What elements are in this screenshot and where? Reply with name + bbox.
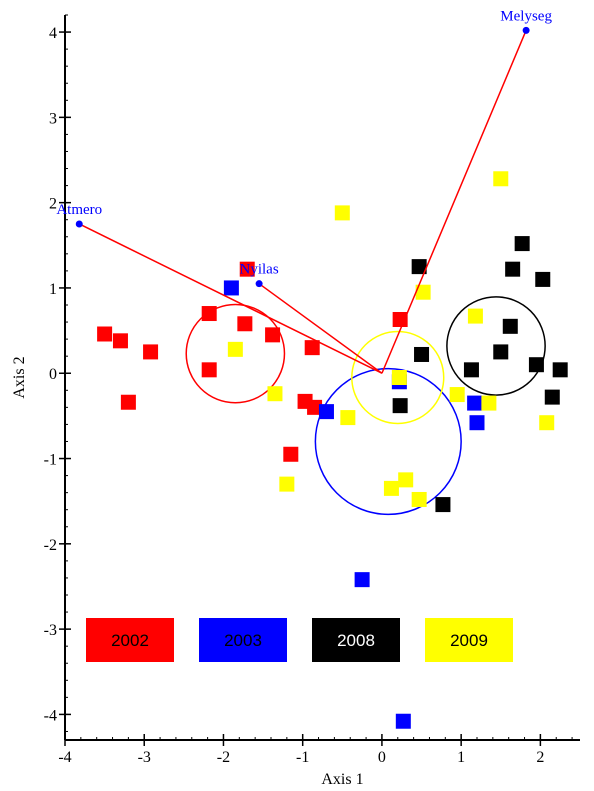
point-2009 [493, 171, 509, 187]
point-2008 [435, 497, 451, 513]
vector-line [381, 30, 527, 374]
group-circle-2002 [185, 303, 286, 404]
point-2003 [395, 713, 411, 729]
point-2002 [112, 333, 128, 349]
x-tick-label: 1 [457, 749, 465, 766]
point-2002 [120, 394, 136, 410]
y-tick-label: -2 [44, 537, 57, 554]
group-circle-2009 [351, 330, 445, 425]
x-tick-label: -2 [217, 749, 230, 766]
point-2008 [502, 318, 518, 334]
legend-box-2009 [425, 618, 513, 662]
point-2002 [265, 327, 281, 343]
vector-label: Melyseg [500, 8, 552, 24]
vector-tip [522, 26, 530, 34]
point-2009 [467, 308, 483, 324]
y-tick-label: 4 [49, 25, 57, 42]
point-2008 [414, 346, 430, 362]
point-2009 [383, 480, 399, 496]
point-2009 [398, 472, 414, 488]
vector-line [78, 223, 383, 374]
group-circle-2008 [446, 296, 546, 396]
point-2008 [514, 236, 530, 252]
point-2009 [539, 415, 555, 431]
point-2002 [201, 306, 217, 322]
point-2003 [467, 395, 483, 411]
point-2008 [528, 357, 544, 373]
point-2002 [237, 316, 253, 332]
point-2008 [552, 362, 568, 378]
point-2008 [505, 261, 521, 277]
point-2009 [449, 387, 465, 403]
legend-label-2002: 2002 [111, 631, 149, 650]
point-2009 [411, 491, 427, 507]
vectors: Atmero Nyilas Melyseg [56, 8, 552, 374]
legend: 2002 2003 2008 2009 [86, 618, 513, 662]
point-2002 [283, 446, 299, 462]
point-2008 [535, 271, 551, 287]
point-2008 [392, 398, 408, 414]
point-2002 [97, 326, 113, 342]
y-tick-label: 3 [49, 110, 57, 127]
data-points [97, 171, 568, 729]
point-2009 [391, 370, 407, 385]
x-tick-label: 2 [536, 749, 544, 766]
y-tick-label: 1 [49, 281, 57, 298]
point-2009 [279, 476, 295, 492]
x-tick-label: -1 [296, 749, 309, 766]
vector-label: Atmero [56, 202, 102, 218]
vector-tip [75, 220, 83, 228]
point-2002 [304, 340, 320, 356]
point-2008 [493, 344, 509, 360]
y-tick-label: 2 [49, 196, 57, 213]
point-2002 [143, 344, 159, 360]
y-tick-label: 0 [49, 366, 57, 383]
point-2002 [392, 312, 408, 327]
point-2008 [544, 389, 560, 405]
point-2008 [411, 259, 427, 275]
point-2009 [481, 395, 497, 411]
group-circles [185, 296, 546, 516]
y-tick-label: -4 [44, 707, 57, 724]
x-tick-label: -4 [58, 749, 71, 766]
point-2002 [239, 261, 255, 277]
legend-label-2008: 2008 [337, 631, 375, 650]
axes: -4 -3 -2 -1 0 1 2 3 4 -4 -3 -2 -1 0 1 2 Axis 1 Axis 2 [11, 14, 580, 788]
point-2009 [340, 410, 356, 426]
x-tick-label: 0 [378, 749, 386, 766]
point-2009 [334, 205, 350, 221]
y-tick-label: -1 [44, 452, 57, 469]
point-2003 [469, 415, 485, 431]
point-2009 [267, 386, 283, 402]
x-tick-label: -3 [138, 749, 151, 766]
x-axis-title: Axis 1 [321, 771, 363, 788]
point-2003 [223, 280, 239, 296]
point-2003 [354, 572, 370, 588]
point-2009 [227, 341, 243, 357]
group-circle-2003 [314, 367, 462, 516]
point-2002 [307, 399, 323, 415]
y-tick-label: -3 [44, 622, 57, 639]
legend-box-2008 [312, 618, 400, 662]
point-2003 [318, 404, 334, 420]
point-2008 [463, 362, 479, 378]
legend-box-2002 [86, 618, 174, 662]
legend-box-2003 [199, 618, 287, 662]
vector-line [258, 283, 383, 374]
vector-tip [255, 280, 263, 288]
point-2009 [415, 284, 431, 300]
legend-label-2003: 2003 [224, 631, 262, 650]
y-axis-title: Axis 2 [11, 356, 28, 398]
vector-label: Nyilas [240, 262, 279, 278]
legend-label-2009: 2009 [450, 631, 488, 650]
point-2002 [201, 362, 217, 378]
